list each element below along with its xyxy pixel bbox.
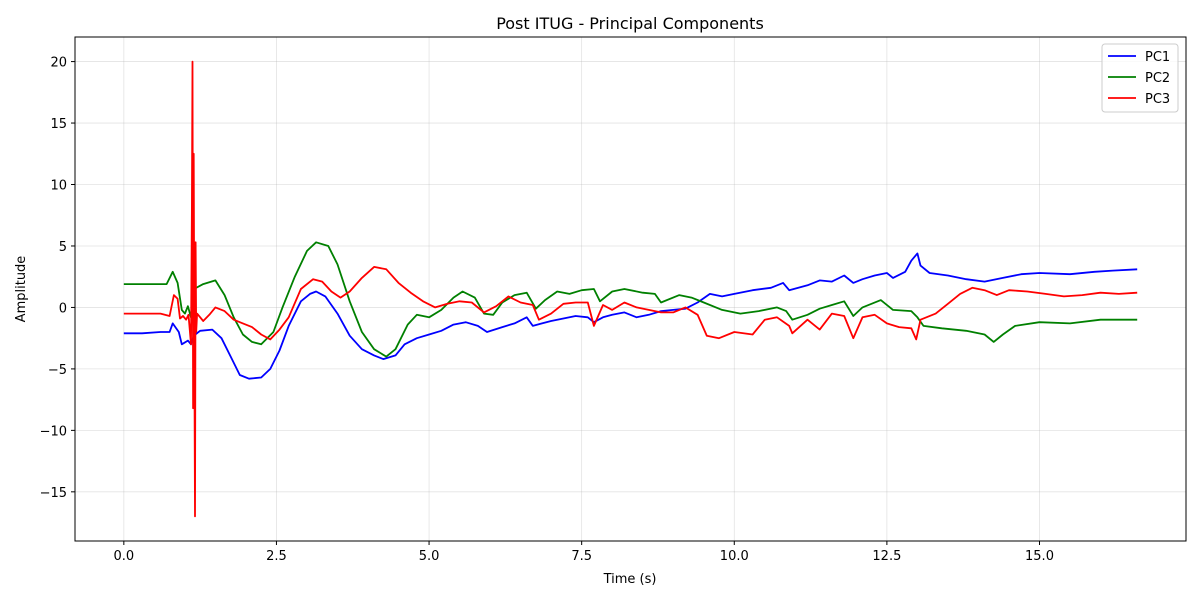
x-tick-label: 10.0 xyxy=(720,549,749,564)
x-tick-label: 2.5 xyxy=(266,549,287,564)
series-line-pc1 xyxy=(123,252,1138,380)
x-axis-title: Time (s) xyxy=(603,572,657,587)
x-tick-label: 15.0 xyxy=(1025,549,1054,564)
x-tick-label: 5.0 xyxy=(419,549,440,564)
series-lines xyxy=(123,60,1138,518)
legend: PC1 PC2 PC3 xyxy=(1101,43,1179,113)
x-tick-label: 12.5 xyxy=(872,549,901,564)
y-tick-label: 15 xyxy=(50,117,67,132)
x-tick-label: 7.5 xyxy=(571,549,592,564)
series-line-pc2 xyxy=(123,241,1138,358)
axis-ticks: 0.0 2.5 5.0 7.5 10.0 12.5 15.0 −15 −10 −5 0 5 10 15 20 xyxy=(40,56,1054,564)
y-axis-title: Amplitude xyxy=(14,256,29,323)
legend-box xyxy=(1101,43,1179,113)
legend-label-pc2: PC2 xyxy=(1145,71,1170,86)
y-tick-label: −15 xyxy=(40,486,67,501)
y-tick-label: 0 xyxy=(59,301,67,316)
y-tick-label: 20 xyxy=(50,56,67,71)
y-tick-label: −10 xyxy=(40,424,67,439)
series-line-pc3 xyxy=(123,60,1138,518)
plot-area-frame xyxy=(74,36,1187,542)
x-tick-label: 0.0 xyxy=(113,549,134,564)
y-tick-label: −5 xyxy=(48,363,67,378)
legend-label-pc1: PC1 xyxy=(1145,50,1170,65)
chart-title: Post ITUG - Principal Components xyxy=(496,14,764,33)
grid xyxy=(75,37,1186,541)
legend-label-pc3: PC3 xyxy=(1145,92,1170,107)
y-tick-label: 10 xyxy=(50,179,67,194)
y-tick-label: 5 xyxy=(59,240,67,255)
